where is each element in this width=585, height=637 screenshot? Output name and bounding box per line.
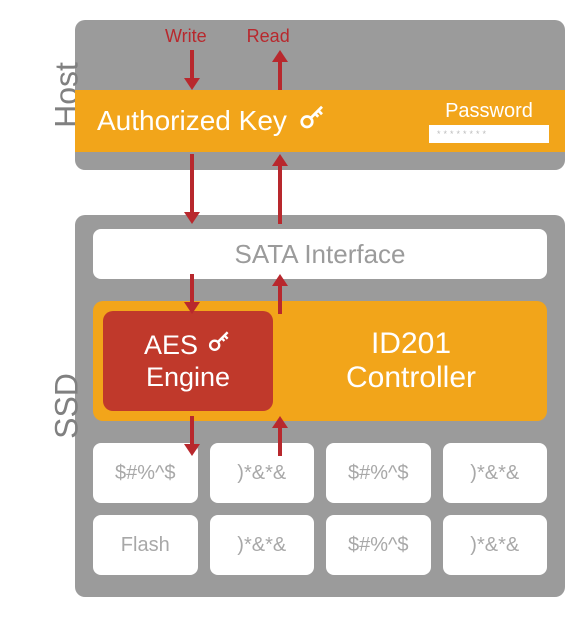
auth-to-sata-arrow xyxy=(185,154,199,224)
sata-to-auth-arrow xyxy=(273,154,287,224)
aes-to-sata-arrow xyxy=(273,274,287,314)
write-to-auth-arrow xyxy=(185,50,199,90)
arrows-layer xyxy=(20,20,565,597)
aes-to-flash-arrow xyxy=(185,416,199,456)
read-from-auth-arrow xyxy=(273,50,287,90)
sata-to-aes-arrow xyxy=(185,274,199,314)
flash-to-aes-arrow xyxy=(273,416,287,456)
encryption-diagram: Host Write Read Authorized Key Password … xyxy=(20,20,565,597)
